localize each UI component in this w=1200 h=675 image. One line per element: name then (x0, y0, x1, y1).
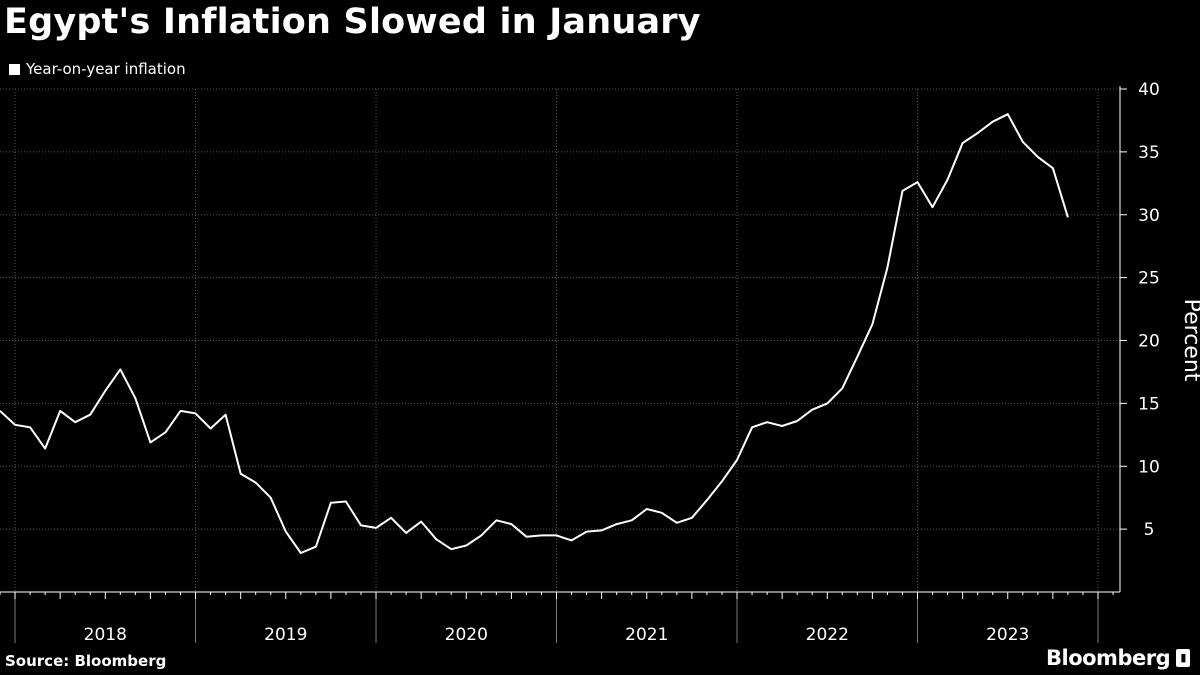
series-layer (0, 113, 1069, 554)
axis-labels: 5 10 15 20 25 30 35 40 2018 2019 2020 2021 2022 2023 P… (84, 80, 1200, 645)
brand-name: Bloomberg (1046, 646, 1171, 670)
x-tick-label-2019: 2019 (264, 625, 307, 645)
x-tick-label-2021: 2021 (625, 625, 668, 645)
y-tick-label-30: 30 (1138, 206, 1160, 226)
y-axis-label: Percent (1179, 299, 1200, 382)
grid-lines (0, 88, 1120, 592)
y-tick-label-15: 15 (1138, 394, 1160, 414)
x-tick-label-2023: 2023 (986, 625, 1029, 645)
y-tick-label-40: 40 (1138, 80, 1160, 100)
series-line-inflation (0, 113, 1069, 554)
y-tick-label-25: 25 (1138, 269, 1160, 289)
x-tick-label-2022: 2022 (806, 625, 849, 645)
axes (0, 86, 1127, 643)
y-tick-label-5: 5 (1144, 520, 1155, 540)
chart-title: Egypt's Inflation Slowed in January (4, 2, 701, 42)
y-tick-label-35: 35 (1138, 143, 1160, 163)
x-tick-label-2018: 2018 (84, 625, 127, 645)
y-tick-label-20: 20 (1138, 332, 1160, 352)
source-note: Source: Bloomberg (5, 652, 167, 670)
legend-label: Year-on-year inflation (26, 60, 186, 78)
y-tick-label-10: 10 (1138, 457, 1160, 477)
legend: Year-on-year inflation (9, 60, 186, 78)
legend-swatch (9, 63, 20, 75)
x-tick-label-2020: 2020 (445, 625, 488, 645)
terminal-icon: ▮ (1176, 649, 1191, 667)
bloomberg-logo: Bloomberg ▮ (1046, 646, 1191, 670)
